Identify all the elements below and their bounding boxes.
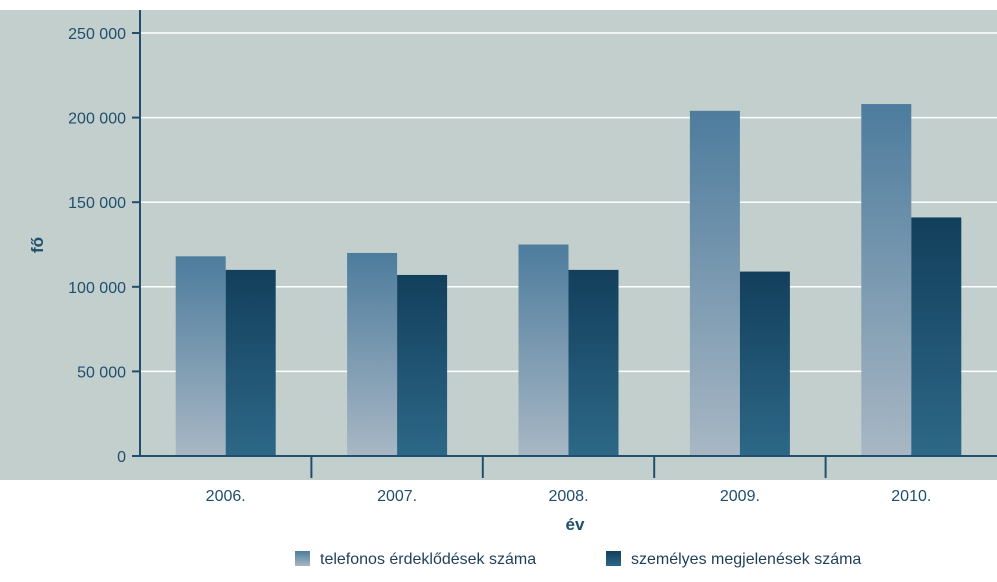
y-tick-label: 100 000 [68, 280, 126, 297]
y-tick-label: 150 000 [68, 195, 126, 212]
x-tick-label: 2006. [206, 488, 246, 505]
gridlines [140, 32, 997, 373]
bar-telefonos [861, 104, 912, 457]
plot-background [0, 10, 997, 480]
bars [175, 104, 962, 457]
bar-szemelyes [911, 217, 962, 456]
x-tick-label: 2010. [891, 488, 931, 505]
legend-swatch-szemelyes [606, 551, 621, 566]
bar-telefonos [518, 244, 569, 456]
bar-szemelyes [225, 269, 276, 456]
x-tick-labels: 2006. 2007. 2008. 2009. 2010. [206, 488, 932, 505]
y-tick-label: 0 [117, 449, 126, 466]
x-axis-title: év [566, 515, 585, 534]
x-tick-label: 2008. [548, 488, 588, 505]
bar-szemelyes [397, 274, 448, 456]
bar-telefonos [689, 110, 740, 456]
y-axis-title: fő [28, 237, 47, 253]
y-tick-label: 50 000 [77, 364, 126, 381]
legend-swatch-telefonos [295, 551, 310, 566]
y-tick-label: 250 000 [68, 26, 126, 43]
legend: telefonos érdeklődések száma személyes m… [295, 551, 861, 568]
y-tick-labels: 0 50 000 100 000 150 000 200 000 250 000 [68, 26, 126, 466]
bar-szemelyes [739, 271, 790, 456]
bar-telefonos [347, 252, 398, 456]
axes [132, 10, 997, 478]
legend-label-szemelyes: személyes megjelenések száma [631, 551, 861, 568]
bar-szemelyes [568, 269, 619, 456]
bar-telefonos [175, 256, 226, 456]
legend-label-telefonos: telefonos érdeklődések száma [320, 551, 536, 568]
x-tick-label: 2007. [377, 488, 417, 505]
x-tick-label: 2009. [720, 488, 760, 505]
y-tick-label: 200 000 [68, 111, 126, 128]
